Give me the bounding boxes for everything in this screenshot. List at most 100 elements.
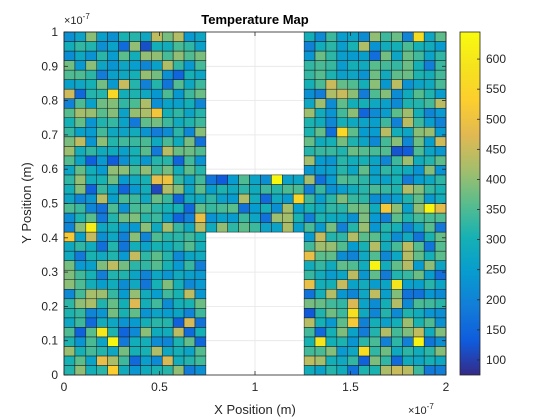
heatmap-cell (96, 41, 108, 52)
heatmap-cell (249, 212, 261, 223)
heatmap-cell (391, 136, 403, 147)
heatmap-cell (369, 203, 381, 214)
heatmap-cell (74, 289, 87, 300)
heatmap-cell (96, 212, 108, 223)
heatmap-cell (292, 184, 305, 195)
heatmap-cell (303, 298, 316, 309)
heatmap-cell (63, 298, 76, 309)
heatmap-cell (336, 31, 349, 42)
heatmap-cell (402, 250, 414, 261)
heatmap-cell (358, 269, 370, 280)
heatmap-cell (85, 212, 97, 223)
heatmap-cell (347, 174, 359, 185)
heatmap-cell (151, 146, 163, 157)
heatmap-cell (402, 107, 414, 118)
heatmap-cell (85, 165, 97, 176)
heatmap-cell (63, 308, 76, 319)
heatmap-cell (434, 336, 447, 347)
heatmap-cell (380, 279, 392, 290)
heatmap-cell (74, 88, 87, 99)
heatmap-cell (423, 346, 436, 357)
heatmap-cell (74, 41, 87, 52)
heatmap-cell (303, 231, 316, 242)
heatmap-cell (369, 327, 381, 338)
y-tick-label: 0.9 (41, 59, 58, 73)
heatmap-cell (161, 212, 174, 223)
heatmap-cell (391, 269, 403, 280)
heatmap-cell (140, 88, 152, 99)
heatmap-cell (314, 41, 327, 52)
heatmap-cell (434, 279, 447, 290)
heatmap-cell (129, 79, 141, 90)
heatmap-cell (358, 327, 370, 338)
heatmap-cell (434, 212, 447, 223)
heatmap-cell (380, 69, 392, 80)
heatmap-cell (85, 279, 97, 290)
heatmap-cell (369, 193, 381, 204)
heatmap-cell (85, 127, 97, 138)
heatmap-cell (413, 88, 425, 99)
heatmap-cell (107, 298, 119, 309)
heatmap-cell (140, 136, 152, 147)
heatmap-cell (129, 155, 141, 166)
heatmap-cell (194, 241, 207, 252)
heatmap-cell (369, 60, 381, 71)
x-exponent: ×10-7 (408, 402, 434, 417)
heatmap-cell (358, 212, 370, 223)
heatmap-cell (314, 79, 327, 90)
colorbar-tick-label: 250 (486, 263, 506, 277)
heatmap-cell (85, 88, 97, 99)
heatmap-cell (129, 174, 141, 185)
heatmap-cell (314, 346, 327, 357)
heatmap-cell (161, 250, 174, 261)
heatmap-cell (413, 212, 425, 223)
heatmap-cell (172, 155, 185, 166)
heatmap-cell (161, 155, 174, 166)
heatmap-cell (161, 69, 174, 80)
heatmap-cell (107, 241, 119, 252)
heatmap-cell (74, 98, 87, 109)
heatmap-cell (205, 212, 218, 223)
heatmap-cell (303, 41, 316, 52)
heatmap-cell (151, 327, 163, 338)
y-exponent: ×10-7 (64, 12, 90, 27)
heatmap-cell (336, 50, 349, 61)
heatmap-cell (402, 136, 414, 147)
heatmap-cell (314, 155, 327, 166)
heatmap-cell (413, 241, 425, 252)
heatmap-cell (129, 222, 141, 233)
heatmap-cell (194, 250, 207, 261)
heatmap-cell (107, 98, 119, 109)
heatmap-cell (292, 203, 305, 214)
colorbar-gradient (459, 31, 481, 376)
heatmap-cell (413, 317, 425, 328)
heatmap-cell (380, 212, 392, 223)
heatmap-cell (336, 60, 349, 71)
heatmap-cell (151, 289, 163, 300)
heatmap-cell (434, 231, 447, 242)
heatmap-cell (434, 298, 447, 309)
heatmap-cell (369, 317, 381, 328)
heatmap-cell (314, 60, 327, 71)
heatmap-cell (216, 193, 228, 204)
heatmap-cell (347, 60, 359, 71)
heatmap-cell (380, 269, 392, 280)
heatmap-cell (413, 50, 425, 61)
heatmap-cell (140, 279, 152, 290)
heatmap-cell (369, 269, 381, 280)
heatmap-cell (380, 222, 392, 233)
heatmap-cell (314, 107, 327, 118)
heatmap-cell (74, 308, 87, 319)
heatmap-cell (151, 184, 163, 195)
heatmap-cell (194, 269, 207, 280)
heatmap-cell (129, 346, 141, 357)
heatmap-cell (391, 346, 403, 357)
heatmap-cell (183, 41, 196, 52)
heatmap-cell (423, 69, 436, 80)
heatmap-cell (303, 174, 316, 185)
heatmap-cell (129, 365, 141, 376)
heatmap-cell (96, 346, 108, 357)
heatmap-cell (140, 222, 152, 233)
heatmap-cell (107, 231, 119, 242)
heatmap-cell (118, 355, 130, 366)
